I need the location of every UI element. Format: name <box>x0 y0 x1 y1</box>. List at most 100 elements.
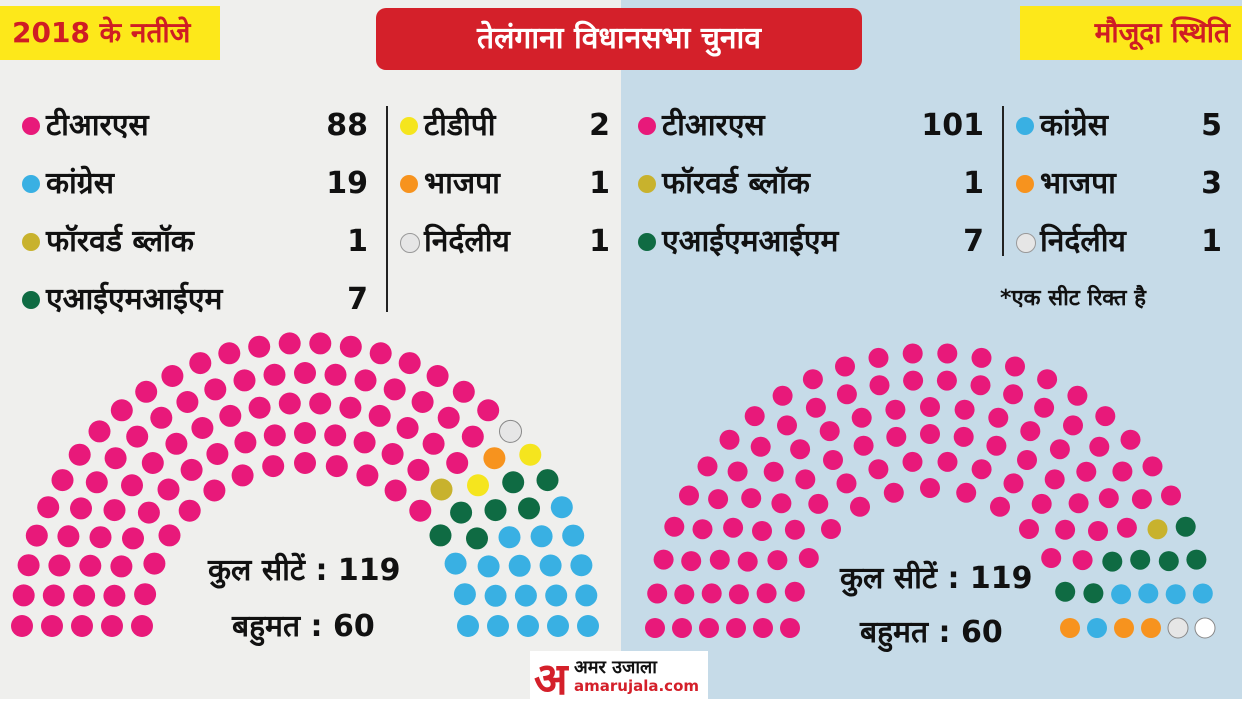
seat-dot <box>508 554 531 577</box>
seat-dot <box>990 496 1010 517</box>
seat-dot <box>263 363 286 386</box>
seat-dot <box>823 450 843 470</box>
seat-dot <box>356 464 379 487</box>
seat-dot <box>1083 583 1104 604</box>
seat-dot <box>369 342 392 365</box>
legend-row-current-congress: कांग्रेस 5 <box>1016 106 1222 146</box>
seat-dot <box>262 455 285 478</box>
seat-dot <box>499 419 522 443</box>
party-name: टीडीपी <box>424 108 496 143</box>
seat-dot <box>1102 551 1123 572</box>
seat-dot <box>204 378 227 401</box>
seat-dot <box>709 549 730 570</box>
seat-dot <box>1088 521 1108 541</box>
seat-dot <box>1186 549 1207 570</box>
seat-dot <box>1138 583 1159 604</box>
seat-dot <box>103 584 126 607</box>
party-name: फॉरवर्ड ब्लॉक <box>46 224 194 259</box>
seat-dot <box>741 488 762 509</box>
seat-dot <box>1158 551 1179 572</box>
seat-dot <box>679 485 699 506</box>
seat-dot <box>430 478 453 501</box>
seat-dot <box>309 392 332 415</box>
party-seat-count: 5 <box>1201 108 1222 143</box>
seat-dot <box>1165 584 1186 605</box>
seat-dot <box>37 496 60 519</box>
seat-dot <box>937 451 958 472</box>
seat-dot <box>426 365 449 387</box>
seat-dot <box>1112 461 1133 482</box>
legend-row-current-aimim: एआईएमआईएम 7 <box>638 222 984 262</box>
seat-dot <box>126 425 149 448</box>
seat-dot <box>396 417 419 439</box>
seat-dot <box>104 447 127 470</box>
logo-mark: अ <box>534 654 568 705</box>
seat-dot <box>176 391 199 413</box>
seat-dot <box>719 429 740 450</box>
seat-dot <box>452 380 475 403</box>
seat-dot <box>784 519 805 540</box>
seat-dot <box>936 370 957 391</box>
seat-dot <box>180 458 203 481</box>
seat-dot <box>309 332 332 355</box>
seat-dot <box>41 615 63 637</box>
legend-divider <box>386 106 388 312</box>
seat-dot <box>131 615 153 637</box>
party-name: एआईएमआईएम <box>662 224 839 259</box>
seat-dot <box>135 380 158 403</box>
seat-dot <box>85 471 108 494</box>
seat-dot <box>672 618 692 638</box>
seat-dot <box>409 499 432 522</box>
party-seat-count: 88 <box>326 108 368 143</box>
seat-dot <box>808 493 829 514</box>
right-panel-background <box>621 0 1242 699</box>
seat-dot <box>1055 519 1076 540</box>
seat-dot <box>248 396 271 419</box>
party-seat-count: 101 <box>921 108 984 143</box>
seat-dot <box>920 478 940 498</box>
seat-dot <box>191 417 214 439</box>
seat-dot <box>101 615 123 637</box>
seat-dot <box>971 459 992 480</box>
seat-dot <box>681 551 702 572</box>
seat-dot <box>234 431 257 454</box>
party-name: निर्दलीय <box>1040 224 1126 259</box>
seat-dot <box>1116 517 1137 538</box>
legend-dot-icon <box>22 117 40 135</box>
seat-dot <box>772 385 793 406</box>
seat-dot <box>819 421 840 442</box>
party-seat-count: 1 <box>1201 224 1222 259</box>
party-seat-count: 3 <box>1201 166 1222 201</box>
seat-dot <box>57 525 80 548</box>
party-name: भाजपा <box>424 166 500 201</box>
seat-dot <box>1161 485 1181 506</box>
seat-dot <box>324 424 347 447</box>
seat-dot <box>1041 548 1062 568</box>
seat-dot <box>383 378 406 401</box>
seat-dot <box>89 526 112 549</box>
seat-dot <box>853 435 874 456</box>
seat-dot <box>381 443 404 465</box>
seat-dot <box>178 499 201 522</box>
seat-dot <box>530 525 553 548</box>
seat-dot <box>708 489 729 510</box>
seat-dot <box>1003 384 1024 405</box>
seat-dot <box>157 478 180 501</box>
legend-dot-icon <box>400 175 418 193</box>
seat-dot <box>784 581 805 602</box>
legend-dot-icon <box>1016 117 1034 135</box>
party-seat-count: 19 <box>326 166 368 201</box>
party-seat-count: 1 <box>963 166 984 201</box>
seat-dot <box>1076 461 1097 482</box>
seat-dot <box>868 459 889 480</box>
party-name: भाजपा <box>1040 166 1116 201</box>
seat-dot <box>1089 436 1110 457</box>
seat-dot <box>161 365 184 387</box>
seat-dot <box>122 527 144 550</box>
seat-dot <box>25 524 48 547</box>
seat-dot <box>1120 429 1141 450</box>
seat-dot <box>902 343 923 364</box>
seat-dot <box>1167 617 1189 639</box>
seat-dot <box>780 618 800 638</box>
seat-dot <box>407 458 430 481</box>
